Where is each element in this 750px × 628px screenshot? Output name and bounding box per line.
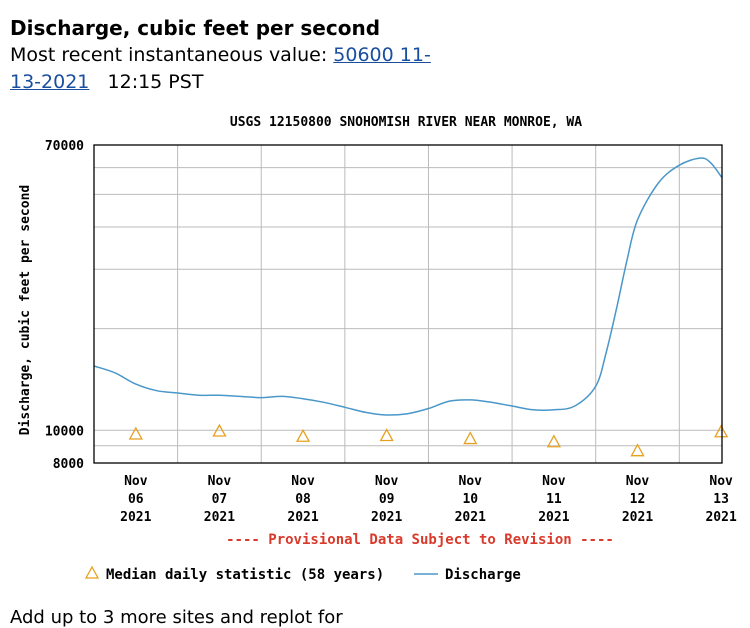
x-tick-label: 2021 bbox=[705, 510, 736, 525]
x-tick-label: 08 bbox=[295, 492, 311, 507]
recent-value-line: Most recent instantaneous value: 50600 1… bbox=[10, 42, 740, 96]
y-axis-label: Discharge, cubic feet per second bbox=[18, 185, 33, 435]
chart-title: USGS 12150800 SNOHOMISH RIVER NEAR MONRO… bbox=[230, 115, 582, 130]
x-tick-label: 2021 bbox=[622, 510, 653, 525]
median-marker bbox=[546, 434, 561, 448]
x-tick-label: 12 bbox=[630, 492, 646, 507]
x-tick-label: Nov bbox=[375, 474, 399, 489]
median-marker bbox=[295, 428, 311, 442]
x-tick-label: 2021 bbox=[287, 510, 318, 525]
x-tick-label: Nov bbox=[459, 474, 483, 489]
recent-value-time: 12:15 PST bbox=[107, 71, 204, 93]
y-tick-label: 70000 bbox=[45, 139, 84, 154]
recent-value-link-part2[interactable]: 13-2021 bbox=[10, 71, 90, 93]
x-tick-label: 13 bbox=[713, 492, 729, 507]
recent-value-prefix: Most recent instantaneous value: bbox=[10, 44, 334, 66]
x-tick-label: 06 bbox=[128, 492, 144, 507]
median-marker bbox=[128, 426, 143, 440]
x-tick-label: Nov bbox=[291, 474, 315, 489]
x-tick-label: 09 bbox=[379, 492, 395, 507]
x-tick-label: 2021 bbox=[371, 510, 402, 525]
x-tick-label: Nov bbox=[124, 474, 148, 489]
discharge-series-line bbox=[93, 157, 723, 416]
provisional-note: ---- Provisional Data Subject to Revisio… bbox=[226, 532, 614, 548]
x-tick-label: Nov bbox=[626, 474, 650, 489]
median-marker bbox=[630, 443, 645, 457]
x-tick-label: 2021 bbox=[455, 510, 486, 525]
median-marker bbox=[463, 431, 478, 445]
page-title: Discharge, cubic feet per second bbox=[10, 16, 381, 40]
x-tick-label: Nov bbox=[709, 474, 733, 489]
median-legend-label: Median daily statistic (58 years) bbox=[106, 567, 384, 583]
page-header: Discharge, cubic feet per second Most re… bbox=[10, 14, 740, 96]
y-tick-label: 10000 bbox=[45, 424, 84, 439]
replot-instructions: Add up to 3 more sites and replot for bbox=[10, 607, 343, 628]
median-legend-marker bbox=[84, 565, 100, 579]
plot-frame bbox=[93, 144, 723, 464]
y-tick-label: 8000 bbox=[53, 457, 84, 472]
discharge-legend-label: Discharge bbox=[445, 567, 521, 583]
x-tick-label: 2021 bbox=[204, 510, 235, 525]
x-tick-label: 10 bbox=[462, 492, 478, 507]
median-marker bbox=[714, 424, 729, 438]
x-tick-label: 2021 bbox=[120, 510, 151, 525]
x-tick-label: 2021 bbox=[538, 510, 569, 525]
x-tick-label: Nov bbox=[542, 474, 566, 489]
median-marker bbox=[379, 428, 394, 442]
plot-area: 8000 10000 70000 Nov 06 2021 Nov 07 2021 Nov 08 202… bbox=[45, 139, 737, 525]
chart-legend: Median daily statistic (58 years) Discha… bbox=[84, 565, 521, 583]
x-tick-label: 11 bbox=[546, 492, 562, 507]
median-marker bbox=[212, 423, 227, 437]
x-tick-label: 07 bbox=[212, 492, 228, 507]
recent-value-link-part1[interactable]: 50600 11- bbox=[333, 44, 431, 66]
x-tick-label: Nov bbox=[208, 474, 232, 489]
